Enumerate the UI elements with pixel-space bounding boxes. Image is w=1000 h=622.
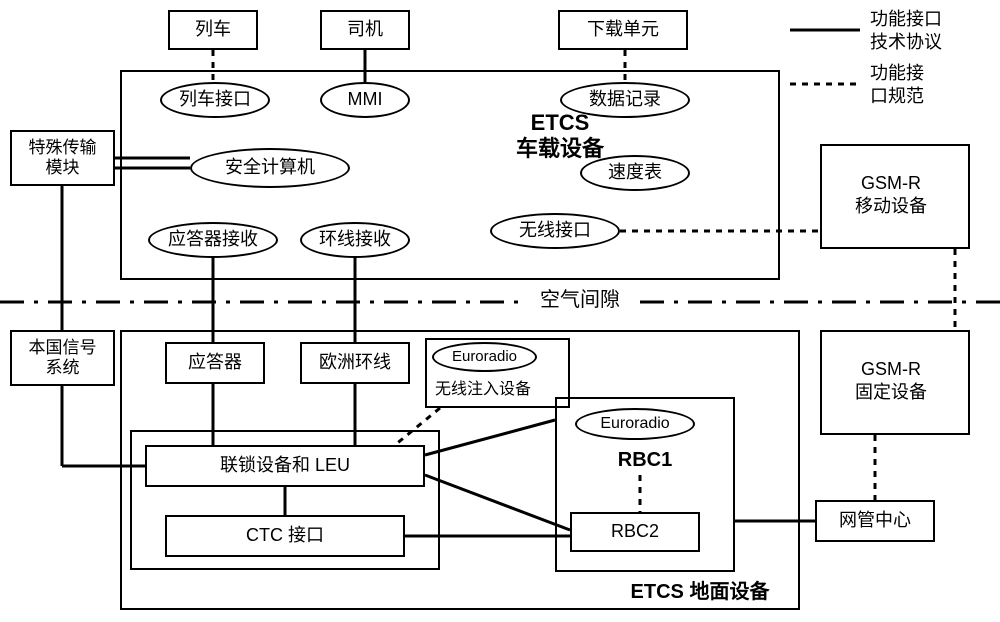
ellipse-radio-if: 无线接口 bbox=[490, 213, 620, 249]
box-train: 列车 bbox=[168, 10, 258, 50]
label-airgap: 空气间隙 bbox=[520, 288, 640, 312]
legend-dashed-label: 功能接口规范 bbox=[870, 62, 924, 109]
ellipse-euroradio-infill: Euroradio bbox=[432, 342, 537, 372]
diagram-canvas: 功能接口技术协议 功能接口规范 列车 司机 下载单元 ETCS车载设备 列车接口… bbox=[0, 0, 1000, 622]
box-balise: 应答器 bbox=[165, 342, 265, 384]
ellipse-loop-rx: 环线接收 bbox=[300, 222, 410, 258]
box-interlock: 联锁设备和 LEU bbox=[145, 445, 425, 487]
label-gsmr-mobile: GSM-R移动设备 bbox=[855, 172, 927, 219]
box-download: 下载单元 bbox=[558, 10, 688, 50]
label-rbc1: RBC1 bbox=[595, 448, 695, 472]
ellipse-balise-rx: 应答器接收 bbox=[148, 222, 278, 258]
label-gsmr-fixed: GSM-R固定设备 bbox=[855, 358, 927, 405]
box-national: 本国信号系统 bbox=[10, 330, 115, 386]
box-driver: 司机 bbox=[320, 10, 410, 50]
ellipse-data-rec: 数据记录 bbox=[560, 82, 690, 118]
box-stm: 特殊传输模块 bbox=[10, 130, 115, 186]
ellipse-safety: 安全计算机 bbox=[190, 148, 350, 188]
ellipse-euroradio-rbc: Euroradio bbox=[575, 408, 695, 440]
ellipse-mmi: MMI bbox=[320, 82, 410, 118]
box-euroloop: 欧洲环线 bbox=[300, 342, 410, 384]
ellipse-train-if: 列车接口 bbox=[160, 82, 270, 118]
label-radio-infill: 无线注入设备 bbox=[435, 380, 531, 401]
box-rbc2: RBC2 bbox=[570, 512, 700, 552]
box-nmc: 网管中心 bbox=[815, 500, 935, 542]
legend-solid-label: 功能接口技术协议 bbox=[870, 8, 942, 55]
box-ctc: CTC 接口 bbox=[165, 515, 405, 557]
label-ground-title: ETCS 地面设备 bbox=[600, 580, 800, 604]
ellipse-speedo: 速度表 bbox=[580, 155, 690, 191]
